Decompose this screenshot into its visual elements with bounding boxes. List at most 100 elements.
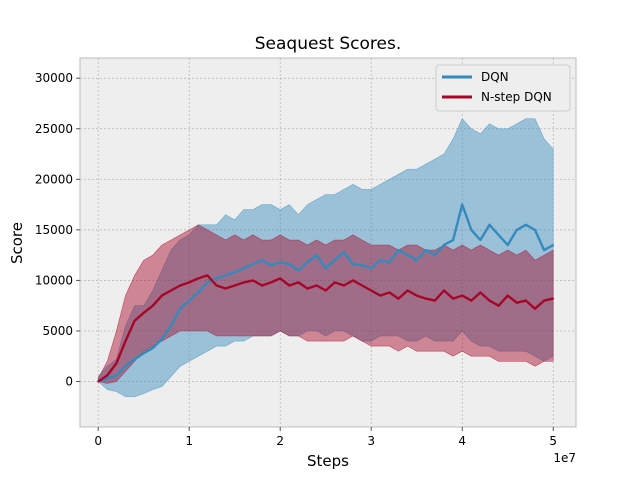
point-dqn xyxy=(124,365,127,368)
chart-title: Seaquest Scores. xyxy=(255,34,402,54)
point-dqn xyxy=(261,259,263,262)
legend: DQN N-step DQN xyxy=(435,64,571,112)
point-dqn xyxy=(352,263,354,266)
point-dqn xyxy=(525,223,527,226)
point-dqn xyxy=(242,267,245,270)
point-n-step-dqn xyxy=(424,297,427,300)
x-tick-label: 4 xyxy=(458,434,466,448)
point-n-step-dqn xyxy=(379,294,382,297)
point-dqn xyxy=(488,223,491,226)
point-dqn xyxy=(233,271,236,274)
point-n-step-dqn xyxy=(497,304,500,307)
legend-label-dqn: DQN xyxy=(481,70,509,84)
point-n-step-dqn xyxy=(215,284,218,287)
point-n-step-dqn xyxy=(124,340,127,342)
point-dqn xyxy=(324,267,327,270)
point-n-step-dqn xyxy=(224,287,227,290)
legend-label-nstep-dqn: N-step DQN xyxy=(481,90,552,104)
point-n-step-dqn xyxy=(324,289,327,292)
y-tick-label: 30000 xyxy=(35,71,73,85)
point-dqn xyxy=(288,263,291,266)
point-dqn xyxy=(415,259,418,262)
point-n-step-dqn xyxy=(197,277,200,280)
point-dqn xyxy=(361,264,364,267)
point-n-step-dqn xyxy=(543,299,546,302)
point-dqn xyxy=(424,249,427,251)
point-dqn xyxy=(461,203,464,206)
point-n-step-dqn xyxy=(515,301,518,304)
point-dqn xyxy=(161,338,163,340)
point-n-step-dqn xyxy=(206,274,209,277)
point-n-step-dqn xyxy=(106,374,109,377)
point-n-step-dqn xyxy=(443,289,445,292)
point-n-step-dqn xyxy=(279,277,282,280)
point-dqn xyxy=(115,374,118,377)
point-n-step-dqn xyxy=(552,297,555,300)
point-dqn xyxy=(170,325,172,327)
point-n-step-dqn xyxy=(333,281,336,284)
point-n-step-dqn xyxy=(315,284,318,287)
point-dqn xyxy=(434,254,436,257)
point-n-step-dqn xyxy=(97,380,100,383)
series-bands xyxy=(97,118,554,397)
point-dqn xyxy=(197,291,200,294)
point-n-step-dqn xyxy=(261,284,263,287)
point-dqn xyxy=(370,267,373,270)
point-n-step-dqn xyxy=(397,297,400,300)
point-dqn xyxy=(279,261,282,264)
y-tick-label: 25000 xyxy=(35,122,73,136)
point-n-step-dqn xyxy=(297,281,300,284)
plot-area xyxy=(79,57,577,428)
point-n-step-dqn xyxy=(161,294,163,297)
point-dqn xyxy=(379,259,382,262)
point-n-step-dqn xyxy=(151,304,154,307)
point-n-step-dqn xyxy=(242,281,245,284)
y-tick-label: 20000 xyxy=(35,172,73,186)
point-n-step-dqn xyxy=(488,299,491,302)
point-dqn xyxy=(534,228,536,231)
point-dqn xyxy=(388,261,391,264)
point-n-step-dqn xyxy=(452,297,455,300)
x-axis-label: Steps xyxy=(307,452,349,470)
point-dqn xyxy=(252,263,254,266)
point-dqn xyxy=(142,352,145,355)
point-n-step-dqn xyxy=(306,287,309,290)
point-dqn xyxy=(333,259,336,262)
point-dqn xyxy=(297,269,300,272)
y-tick-label: 15000 xyxy=(35,223,73,237)
x-tick-label: 0 xyxy=(94,434,102,448)
point-n-step-dqn xyxy=(233,284,236,287)
point-dqn xyxy=(452,239,455,241)
point-dqn xyxy=(343,251,345,254)
point-n-step-dqn xyxy=(115,362,118,365)
point-n-step-dqn xyxy=(525,299,527,302)
point-n-step-dqn xyxy=(388,291,391,294)
point-n-step-dqn xyxy=(406,289,409,292)
point-dqn xyxy=(151,347,154,350)
point-dqn xyxy=(106,377,109,380)
point-n-step-dqn xyxy=(415,294,418,297)
x-tick-label: 5 xyxy=(549,434,557,448)
point-dqn xyxy=(188,299,191,302)
point-n-step-dqn xyxy=(361,284,364,287)
y-tick-label: 5000 xyxy=(42,324,73,338)
point-n-step-dqn xyxy=(288,284,291,287)
point-dqn xyxy=(515,228,518,231)
point-n-step-dqn xyxy=(434,299,436,302)
point-dqn xyxy=(479,239,482,241)
point-dqn xyxy=(497,234,500,236)
point-dqn xyxy=(133,358,136,361)
point-dqn xyxy=(470,228,473,231)
series-lines xyxy=(97,203,555,383)
point-dqn xyxy=(179,307,182,310)
point-n-step-dqn xyxy=(534,307,536,310)
point-dqn xyxy=(206,281,209,284)
point-n-step-dqn xyxy=(188,281,191,284)
point-n-step-dqn xyxy=(270,281,273,284)
y-tick-label: 0 xyxy=(65,375,73,389)
point-n-step-dqn xyxy=(506,294,509,297)
y-tick-label: 10000 xyxy=(35,273,73,287)
point-n-step-dqn xyxy=(133,319,136,322)
